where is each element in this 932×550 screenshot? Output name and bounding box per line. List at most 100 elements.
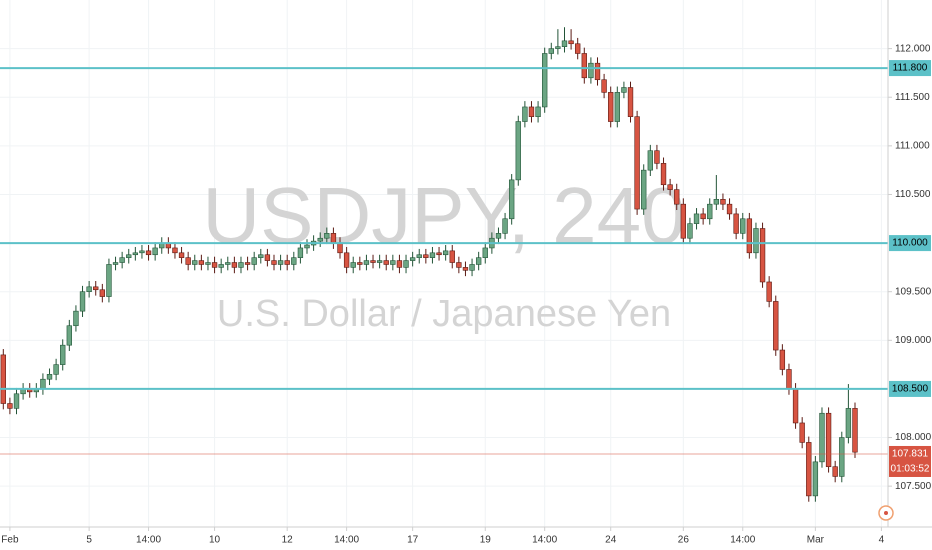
candle-body — [548, 48, 554, 54]
candle-body — [555, 46, 561, 49]
candle-body — [343, 252, 350, 268]
candle-body — [416, 254, 422, 258]
candle-body — [667, 184, 673, 190]
candle-body — [621, 87, 627, 93]
candle-body — [403, 260, 409, 268]
candle-body — [845, 408, 852, 438]
candle-body — [211, 262, 218, 268]
candle-body — [442, 250, 449, 256]
candle-body — [126, 254, 132, 258]
candle-body — [284, 260, 290, 265]
candle-body — [225, 262, 231, 265]
candle-body — [806, 442, 812, 497]
horizontal-line-label: 111.800 — [893, 63, 928, 74]
candle-body — [707, 203, 713, 220]
candle-body — [93, 286, 99, 291]
candle-body — [462, 267, 469, 271]
candle-body — [363, 260, 370, 265]
candle-body — [581, 53, 587, 79]
candle-body — [641, 169, 647, 210]
candle-body — [238, 262, 244, 268]
candle-body — [839, 437, 845, 477]
candle-body — [370, 260, 376, 263]
candle-body — [575, 43, 581, 54]
x-tick-label: 14:00 — [730, 535, 755, 546]
candle-body — [251, 257, 257, 265]
candle-body — [502, 218, 508, 234]
candle-body — [73, 310, 79, 327]
candle-body — [357, 262, 363, 265]
y-tick-label: 109.500 — [895, 286, 932, 297]
x-tick-label: 24 — [605, 535, 617, 546]
candle-body — [832, 466, 838, 477]
last-price-label: 107.831 — [892, 449, 929, 460]
candle-body — [726, 203, 733, 215]
candle-body — [601, 79, 607, 93]
candle-body — [759, 228, 766, 283]
candle-body — [594, 62, 601, 81]
candle-body — [449, 250, 455, 263]
candle-body — [746, 218, 753, 254]
candle-body — [258, 254, 264, 258]
candle-body — [13, 393, 20, 409]
candle-body — [786, 369, 792, 390]
candle-body — [218, 264, 224, 268]
candle-body — [680, 203, 687, 239]
horizontal-line-label-box — [889, 235, 931, 252]
candle-body — [79, 291, 86, 312]
candle-body — [614, 92, 620, 122]
candle-body — [495, 233, 502, 239]
candle-body — [409, 257, 416, 261]
candle-body — [304, 244, 310, 249]
candle-body — [475, 257, 482, 265]
horizontal-line-label: 110.000 — [892, 238, 928, 249]
watermark-subtitle: U.S. Dollar / Japanese Yen — [217, 293, 671, 335]
candle-body — [271, 260, 277, 265]
candle-body — [654, 150, 660, 164]
candle-body — [588, 62, 594, 79]
candle-body — [66, 325, 73, 346]
candle-body — [46, 374, 53, 380]
x-tick-label: 14:00 — [532, 535, 557, 546]
y-tick-label: 107.500 — [895, 481, 932, 492]
candle-body — [792, 388, 799, 424]
horizontal-line-label-box — [889, 60, 931, 77]
x-tick-label: 26 — [678, 535, 690, 546]
candle-body — [185, 257, 191, 265]
candle-body — [740, 218, 746, 234]
candle-body — [720, 199, 726, 205]
candle-body — [825, 412, 832, 468]
candle-body — [700, 213, 706, 220]
candle-body — [383, 260, 389, 265]
candle-body — [231, 262, 238, 268]
candle-body — [779, 349, 786, 370]
candle-body — [178, 252, 185, 258]
x-tick-label: 5 — [86, 535, 92, 546]
candle-body — [0, 354, 6, 404]
y-tick-label: 109.000 — [895, 335, 932, 346]
x-tick-label: 12 — [282, 535, 294, 546]
candle-body — [139, 250, 145, 254]
candle-body — [145, 250, 152, 256]
candle-body — [330, 233, 337, 244]
candle-body — [608, 92, 614, 122]
candle-body — [60, 344, 66, 365]
candle-body — [568, 40, 574, 45]
candle-body — [561, 40, 568, 47]
alert-icon-dot — [884, 511, 888, 515]
candle-body — [733, 213, 739, 234]
candle-body — [429, 252, 436, 258]
candle-body — [132, 252, 139, 256]
candle-body — [390, 260, 396, 265]
candle-body — [713, 199, 720, 205]
candle-body — [317, 237, 323, 242]
candle-body — [436, 252, 442, 256]
last-price-box — [889, 445, 931, 477]
candle-body — [535, 106, 541, 117]
candle-body — [522, 106, 528, 122]
candle-body — [376, 260, 383, 263]
candle-body — [812, 461, 819, 497]
x-tick-label: 14:00 — [136, 535, 161, 546]
